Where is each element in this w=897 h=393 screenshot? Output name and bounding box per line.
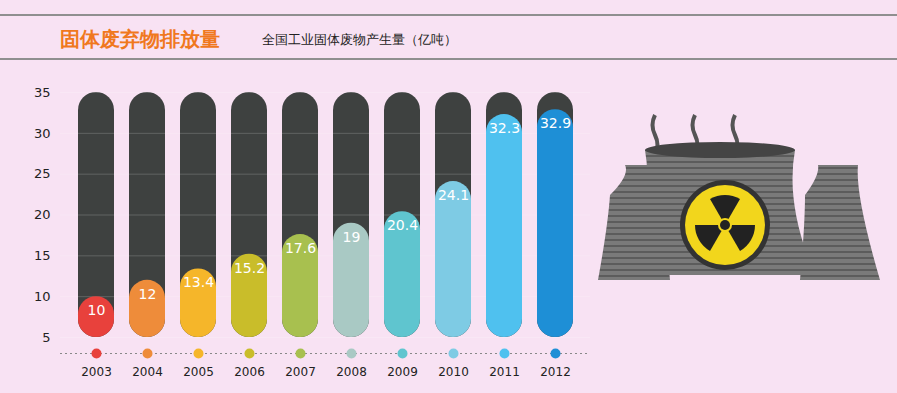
svg-text:2005: 2005: [183, 365, 214, 379]
svg-text:32.9: 32.9: [540, 115, 571, 131]
html-text:固体废弃物排放量: 固体废弃物排放量: [60, 27, 220, 51]
svg-text:30: 30: [34, 125, 51, 140]
svg-text:32.3: 32.3: [489, 120, 520, 136]
svg-text:20.4: 20.4: [387, 217, 418, 233]
svg-text:2007: 2007: [285, 365, 316, 379]
svg-text:12: 12: [139, 286, 157, 302]
svg-text:2003: 2003: [81, 365, 112, 379]
svg-text:20: 20: [34, 207, 51, 222]
svg-text:10: 10: [88, 302, 106, 318]
svg-text:2004: 2004: [132, 365, 163, 379]
svg-text:24.1: 24.1: [438, 187, 469, 203]
svg-text:2009: 2009: [387, 365, 418, 379]
svg-text:2006: 2006: [234, 365, 265, 379]
svg-text:2012: 2012: [540, 365, 571, 379]
svg-text:2011: 2011: [489, 365, 520, 379]
svg-text:2008: 2008: [336, 365, 367, 379]
svg-text:13.4: 13.4: [183, 274, 214, 290]
svg-text:10: 10: [34, 289, 51, 304]
svg-text:2010: 2010: [438, 365, 469, 379]
svg-text:17.6: 17.6: [285, 240, 316, 256]
svg-text:5: 5: [42, 330, 50, 345]
svg-text:19: 19: [343, 229, 361, 245]
svg-text:25: 25: [34, 166, 51, 181]
html-text:全国工业固体废物产生量（亿吨）: 全国工业固体废物产生量（亿吨）: [262, 32, 457, 47]
svg-text:35: 35: [34, 85, 51, 100]
svg-text:15: 15: [34, 248, 51, 263]
svg-text:15.2: 15.2: [234, 260, 265, 276]
